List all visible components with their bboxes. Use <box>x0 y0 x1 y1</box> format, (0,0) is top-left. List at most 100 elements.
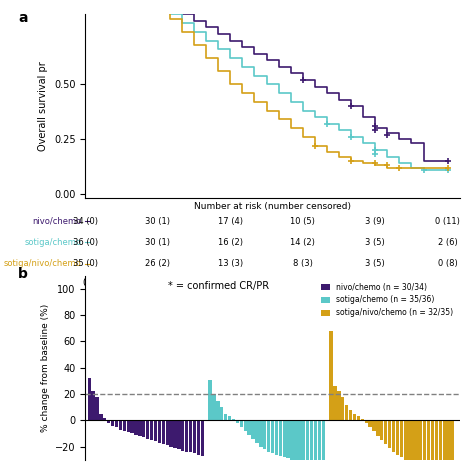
Bar <box>431 420 434 472</box>
Bar <box>107 420 110 423</box>
Text: 10 (5): 10 (5) <box>290 217 315 226</box>
Bar <box>372 420 375 431</box>
Bar <box>236 420 239 423</box>
Bar <box>170 420 173 447</box>
Bar <box>91 392 95 420</box>
Text: 18: 18 <box>297 278 309 288</box>
Text: 14 (2): 14 (2) <box>290 237 315 246</box>
Bar <box>384 420 387 444</box>
Bar <box>267 420 270 452</box>
Bar <box>400 420 403 457</box>
Bar <box>165 420 169 445</box>
Bar <box>435 420 438 473</box>
Bar <box>380 420 383 440</box>
Bar <box>99 414 102 420</box>
Bar <box>209 380 212 420</box>
Text: 30: 30 <box>442 278 454 288</box>
Bar <box>415 420 419 466</box>
Bar <box>447 420 450 474</box>
Bar <box>259 420 263 447</box>
Bar <box>353 414 356 420</box>
Text: 3 (5): 3 (5) <box>365 237 385 246</box>
Bar <box>158 420 161 443</box>
Bar <box>357 416 360 420</box>
Bar <box>123 420 126 431</box>
Text: sotiga/chemo: sotiga/chemo <box>25 237 82 246</box>
Bar <box>318 420 321 469</box>
Bar <box>396 420 399 455</box>
Bar <box>263 420 266 449</box>
Text: 24: 24 <box>369 278 382 288</box>
Bar <box>127 420 130 432</box>
Text: nivo/chemo: nivo/chemo <box>32 217 82 226</box>
Bar <box>392 420 395 452</box>
Bar <box>283 420 286 457</box>
Bar <box>294 420 298 461</box>
Bar <box>306 420 310 465</box>
Bar <box>361 419 364 420</box>
Text: a: a <box>18 10 27 25</box>
Bar <box>177 420 181 449</box>
Text: 35 (0): 35 (0) <box>73 259 98 268</box>
Bar <box>103 418 107 420</box>
Bar <box>314 420 317 468</box>
Bar <box>388 420 391 448</box>
Bar <box>286 420 290 458</box>
Bar <box>368 420 372 427</box>
Bar <box>212 394 216 420</box>
Bar <box>411 420 415 465</box>
Bar <box>95 397 99 420</box>
Text: 17 (4): 17 (4) <box>218 217 243 226</box>
Bar <box>419 420 422 468</box>
Text: 34 (0): 34 (0) <box>73 217 98 226</box>
Bar <box>310 420 313 466</box>
Bar <box>111 420 114 426</box>
Bar <box>302 420 305 464</box>
Text: 8 (3): 8 (3) <box>293 259 313 268</box>
Bar <box>329 331 333 420</box>
Bar <box>185 420 188 452</box>
Text: sotiga/nivo/chemo: sotiga/nivo/chemo <box>4 259 82 268</box>
Bar <box>216 401 219 420</box>
Bar <box>119 420 122 429</box>
Bar <box>403 420 407 460</box>
Bar <box>173 420 177 448</box>
Bar <box>255 420 259 443</box>
Text: 30 (1): 30 (1) <box>146 237 170 246</box>
Text: 13 (3): 13 (3) <box>218 259 243 268</box>
Text: 16 (2): 16 (2) <box>218 237 243 246</box>
Bar <box>345 405 348 420</box>
Bar <box>251 420 255 439</box>
Text: Time (months): Time (months) <box>235 303 310 313</box>
Y-axis label: Overall survival pr: Overall survival pr <box>38 61 48 151</box>
Text: 6: 6 <box>155 278 161 288</box>
Bar <box>365 420 368 423</box>
Bar <box>232 419 235 420</box>
Text: 0 (8): 0 (8) <box>438 259 457 268</box>
Text: 2 (6): 2 (6) <box>438 237 457 246</box>
Y-axis label: % change from baseline (%): % change from baseline (%) <box>41 304 50 432</box>
Bar <box>438 420 442 474</box>
Text: 0: 0 <box>82 278 88 288</box>
Bar <box>450 420 454 474</box>
Bar <box>349 410 352 420</box>
Bar <box>189 420 192 452</box>
Text: Number at risk (number censored): Number at risk (number censored) <box>194 202 351 211</box>
Bar <box>337 392 340 420</box>
Text: 30 (1): 30 (1) <box>146 217 170 226</box>
Text: 0 (11): 0 (11) <box>435 217 460 226</box>
Bar <box>321 420 325 470</box>
Bar <box>197 420 200 455</box>
Bar <box>275 420 278 455</box>
Bar <box>201 420 204 456</box>
Bar <box>181 420 184 451</box>
Legend: nivo/chemo (n = 30/34), sotiga/chemo (n = 35/36), sotiga/nivo/chemo (n = 32/35): nivo/chemo (n = 30/34), sotiga/chemo (n … <box>318 280 456 320</box>
Bar <box>193 420 196 453</box>
Text: 12: 12 <box>224 278 237 288</box>
Bar <box>427 420 430 470</box>
Bar <box>146 420 149 439</box>
Text: 36 (0): 36 (0) <box>73 237 98 246</box>
Bar <box>376 420 380 436</box>
Bar <box>150 420 153 440</box>
Bar <box>162 420 165 444</box>
